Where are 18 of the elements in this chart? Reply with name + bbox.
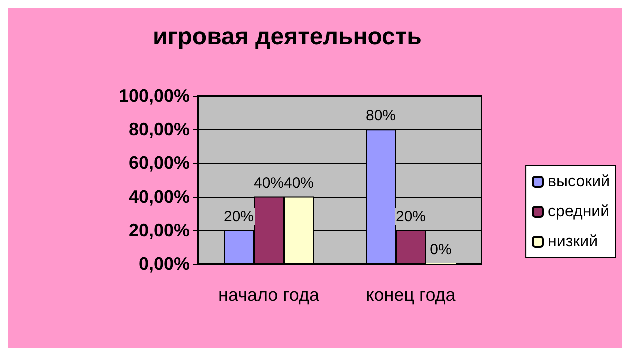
y-tick-label: 20,00% [128, 220, 190, 240]
data-label: 0% [430, 242, 452, 258]
data-label: 20% [396, 208, 426, 226]
data-label: 20% [224, 208, 254, 226]
chart-title: игровая деятельность [153, 24, 422, 50]
legend-label: низкий [548, 234, 598, 250]
y-tick-label: 80,00% [128, 120, 190, 140]
y-tick-label: 60,00% [128, 153, 190, 174]
x-tick-label: конец года [366, 285, 457, 305]
data-label: 80% [366, 108, 396, 125]
data-label: 40% [284, 174, 314, 192]
legend-label: высокий [548, 174, 610, 190]
data-label: 40% [254, 174, 284, 192]
legend-label: средний [548, 204, 610, 220]
y-tick-label: 0,00% [138, 254, 190, 274]
x-tick-label: начало года [218, 285, 320, 305]
y-tick-label: 100,00% [118, 86, 190, 106]
y-tick-label: 40,00% [128, 186, 190, 207]
